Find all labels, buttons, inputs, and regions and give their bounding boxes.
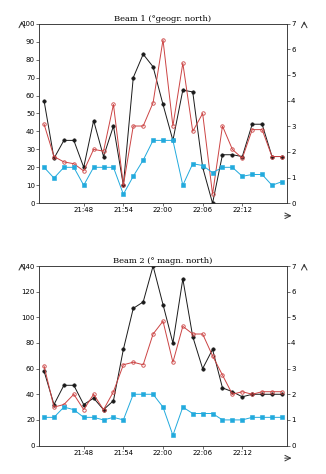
Title: Beam 1 (°geogr. north): Beam 1 (°geogr. north) <box>114 15 212 23</box>
Title: Beam 2 (° magn. north): Beam 2 (° magn. north) <box>113 257 213 265</box>
